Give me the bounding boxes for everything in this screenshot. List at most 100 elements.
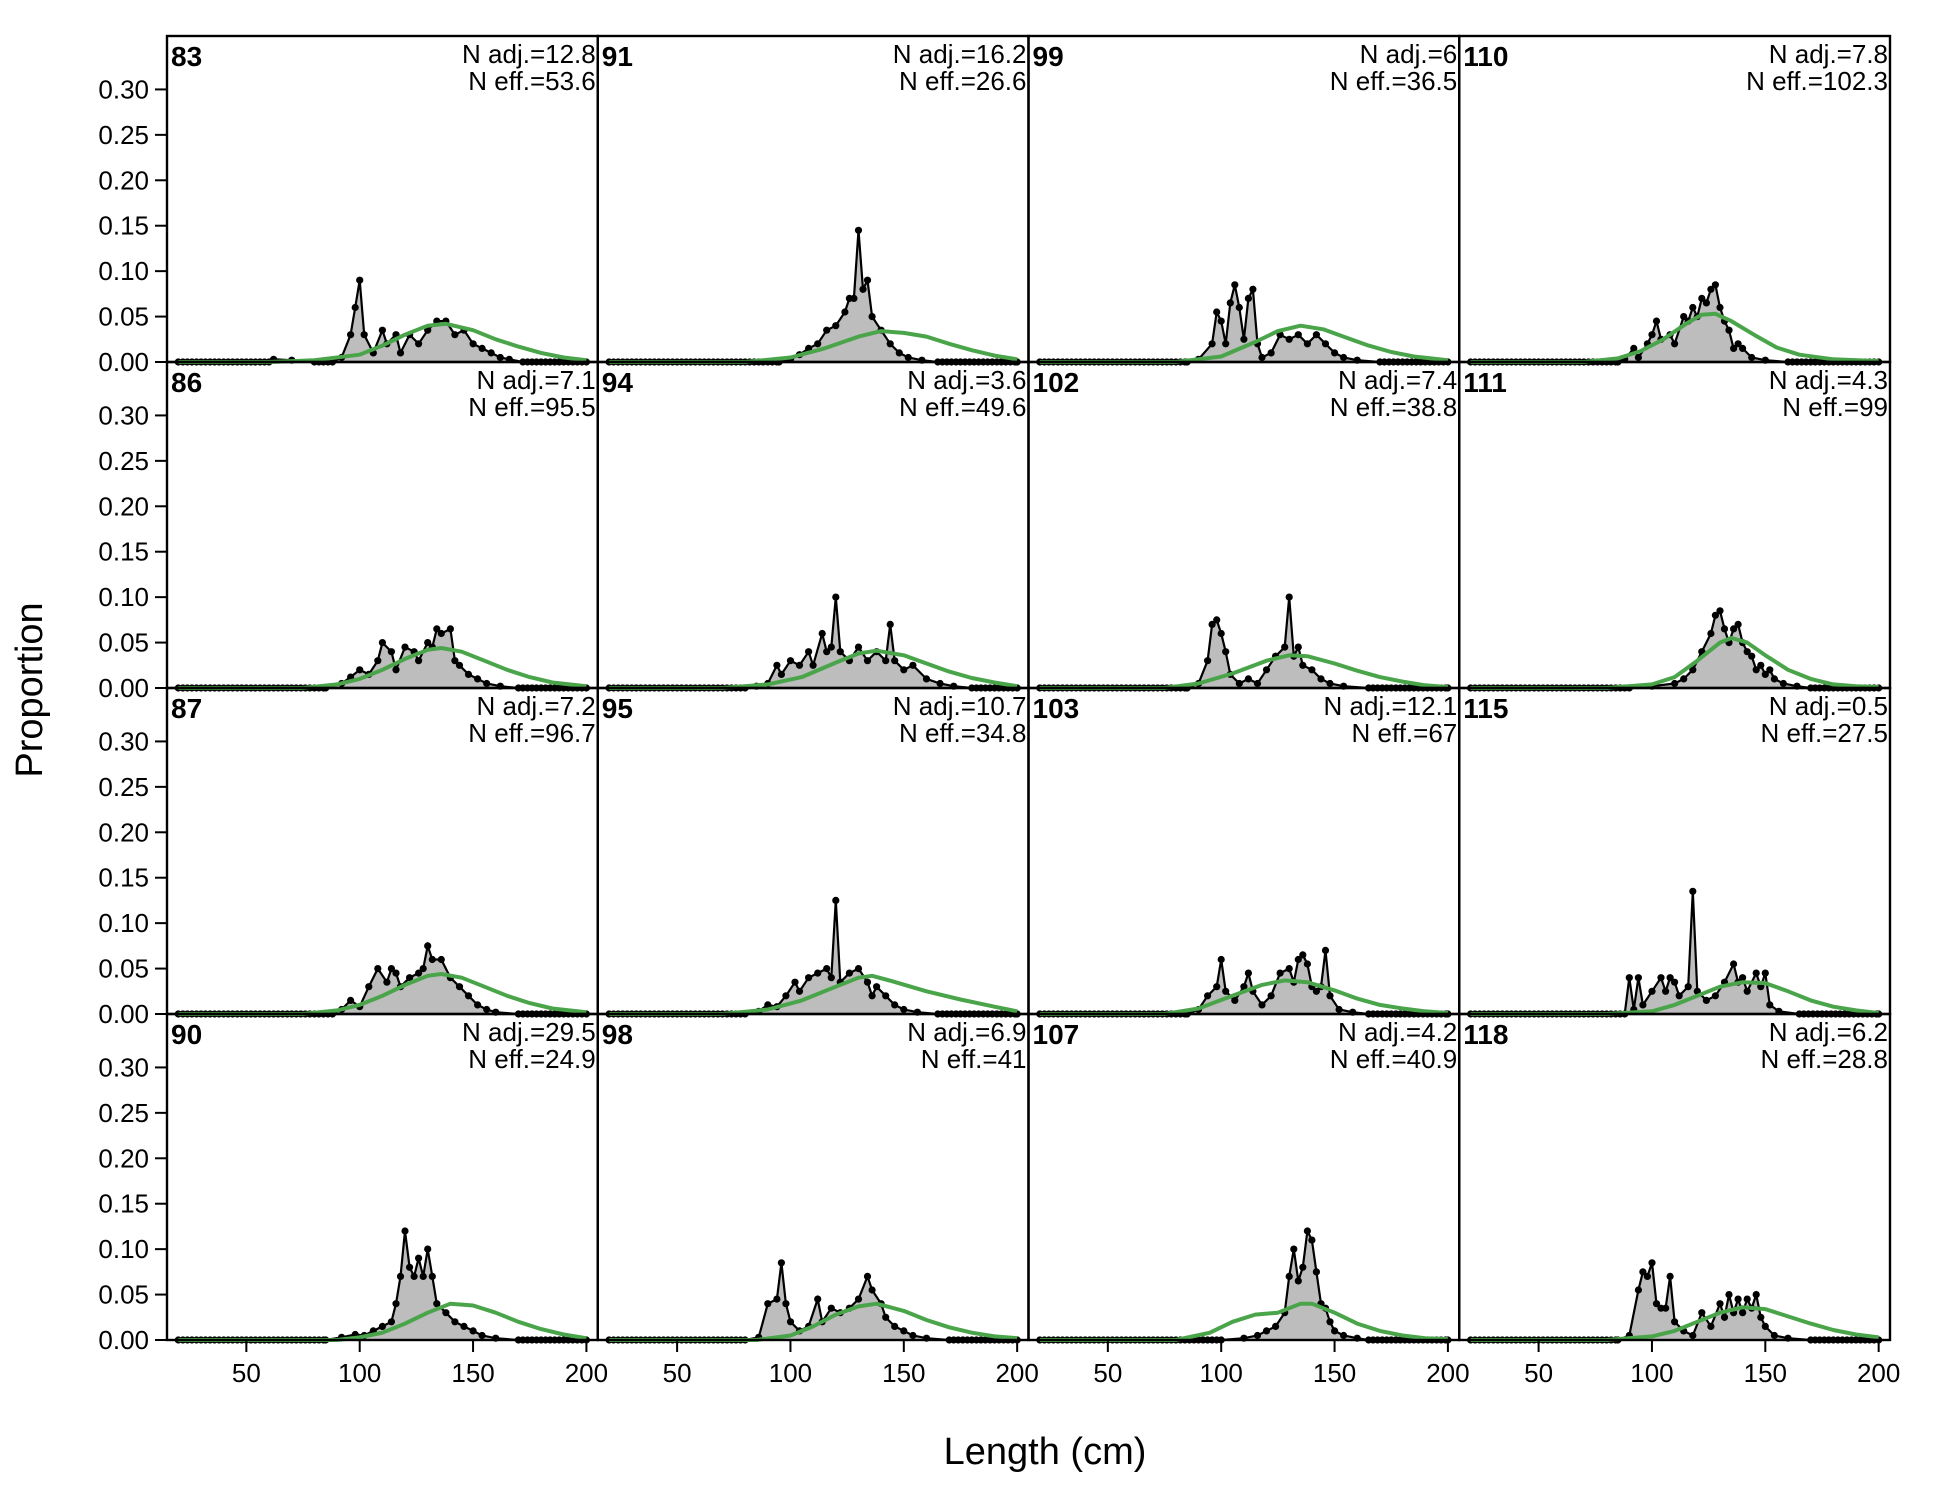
observed-point	[401, 1227, 409, 1235]
observed-point	[1757, 661, 1765, 669]
observed-point	[1730, 625, 1738, 633]
observed-point	[1766, 666, 1774, 674]
observed-point	[1326, 992, 1334, 1000]
observed-point	[383, 978, 391, 986]
observed-point	[909, 1331, 917, 1340]
observed-point	[882, 992, 890, 1000]
observed-point	[1739, 344, 1747, 352]
n-eff-label: N eff.=28.8	[1761, 1044, 1888, 1074]
observed-point	[401, 643, 409, 651]
n-adj-label: N adj.=6.9	[907, 1017, 1026, 1047]
observed-point	[478, 344, 486, 352]
observed-point	[1720, 625, 1729, 633]
expected-line	[1470, 636, 1879, 690]
observed-point	[1299, 951, 1307, 959]
observed-point	[1734, 340, 1742, 348]
observed-point	[419, 1272, 427, 1280]
x-tick-label: 100	[338, 1358, 381, 1388]
observed-point	[1625, 974, 1633, 982]
observed-point	[1267, 349, 1275, 357]
observed-point	[764, 1300, 772, 1308]
x-tick-label: 50	[663, 1358, 692, 1388]
observed-point	[1671, 1318, 1679, 1326]
observed-point	[356, 666, 364, 674]
observed-point	[1213, 983, 1221, 991]
y-tick-label: 0.15	[98, 211, 149, 241]
y-tick-label: 0.25	[98, 1098, 149, 1128]
observed-point	[1294, 1277, 1302, 1285]
observed-point	[764, 1001, 772, 1009]
observed-point	[827, 974, 835, 982]
observed-point	[1262, 1327, 1271, 1335]
n-adj-label: N adj.=4.3	[1769, 365, 1888, 395]
observed-point	[396, 349, 405, 357]
observed-point	[1285, 1272, 1293, 1280]
observed-point	[886, 340, 894, 348]
observed-point	[1666, 1272, 1674, 1280]
observed-point	[1240, 335, 1248, 343]
observed-point	[868, 313, 876, 321]
observed-point	[1643, 1272, 1651, 1280]
observed-point	[1666, 974, 1674, 982]
expected-line	[1470, 311, 1879, 364]
expected-line	[1039, 1301, 1448, 1342]
panel-95: 95 N adj.=10.7N eff.=34.8	[596, 686, 1030, 1018]
observed-area	[178, 945, 587, 1014]
x-tick-label: 200	[995, 1358, 1038, 1388]
observed-point	[451, 1318, 459, 1326]
observed-point	[496, 353, 504, 362]
x-axis-title: Length (cm)	[944, 1431, 1147, 1473]
observed-point	[442, 1309, 450, 1317]
x-tick-label: 50	[232, 1358, 261, 1388]
observed-point	[437, 629, 445, 638]
observed-point	[1716, 1300, 1724, 1308]
observed-point	[1630, 344, 1638, 352]
observed-point	[854, 643, 863, 651]
expected-line	[1470, 1305, 1879, 1342]
expected-line	[178, 321, 587, 364]
observed-point	[1312, 987, 1320, 995]
observed-point	[1331, 349, 1339, 357]
observed-point	[483, 679, 491, 688]
observed-point	[818, 629, 826, 638]
observed-point	[1662, 987, 1670, 995]
observed-point	[1739, 974, 1747, 982]
expected-line	[609, 1301, 1018, 1342]
x-tick-label: 150	[1744, 1358, 1787, 1388]
observed-point	[437, 955, 445, 964]
panel-id-label: 94	[602, 367, 634, 398]
n-eff-label: N eff.=99	[1782, 392, 1888, 422]
x-tick-label: 100	[1630, 1358, 1673, 1388]
panels-group: 83 N adj.=12.8N eff.=53.686 N adj.=7.1N ef…	[165, 34, 1892, 1344]
observed-point	[387, 648, 395, 656]
observed-point	[1689, 1331, 1697, 1340]
observed-point	[1639, 1001, 1647, 1009]
observed-point	[424, 942, 432, 950]
observed-point	[1743, 648, 1751, 656]
observed-point	[1652, 1300, 1661, 1308]
observed-point	[1285, 965, 1293, 973]
observed-point	[455, 983, 464, 991]
observed-point	[392, 666, 400, 674]
observed-point	[1684, 983, 1692, 991]
observed-point	[805, 648, 813, 656]
observed-point	[1331, 1327, 1339, 1335]
observed-point	[814, 969, 822, 977]
observed-point	[886, 620, 894, 629]
panel-id-label: 83	[171, 41, 202, 72]
observed-point	[347, 996, 355, 1005]
observed-point	[795, 661, 804, 669]
observed-point	[900, 666, 908, 674]
observed-point	[1290, 1245, 1298, 1253]
observed-point	[1204, 992, 1212, 1000]
observed-point	[823, 648, 831, 656]
expected-line	[1039, 978, 1449, 1016]
observed-point	[891, 657, 899, 665]
n-eff-label: N eff.=27.5	[1761, 718, 1888, 748]
panel-id-label: 91	[602, 41, 633, 72]
observed-point	[1285, 593, 1293, 601]
observed-point	[1652, 317, 1661, 325]
observed-point	[832, 896, 840, 905]
n-eff-label: N eff.=36.5	[1330, 66, 1457, 96]
